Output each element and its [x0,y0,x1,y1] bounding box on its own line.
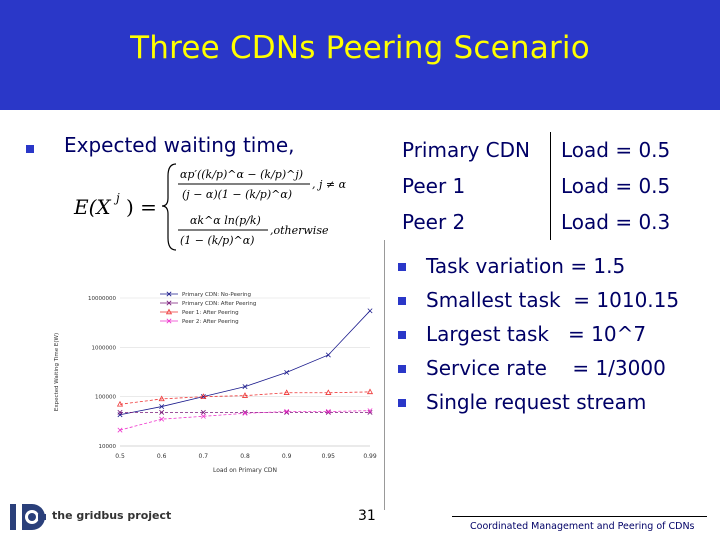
bullet-icon [26,145,34,153]
logo-text: the gridbus project [52,509,172,522]
load-table: Primary CDN Load = 0.5 Peer 1 Load = 0.5… [392,132,688,240]
cdn-name: Primary CDN [392,132,551,168]
formula-lhs-sup: j [113,191,120,205]
table-row: Peer 1 Load = 0.5 [392,168,688,204]
formula-brace [161,163,177,251]
waiting-time-chart: 10000000 1000000 100000 10000 0.5 0.6 0.7 0.8 0.… [54,291,377,474]
formula-lhs: E(X [73,195,111,219]
formula-case2-cond: ,otherwise [270,224,329,237]
data-point [117,409,123,415]
parameter-list: Task variation = 1.5 Smallest task = 101… [398,250,708,420]
param-text: Smallest task = 1010.15 [426,288,680,312]
data-point [283,389,290,395]
data-point [166,318,172,324]
formula-lhs-close: ) = [126,195,157,219]
data-point [200,409,206,415]
param-text: Largest task = 10^7 [426,322,647,346]
param-text: Task variation = 1.5 [426,254,626,278]
x-tick-label: 0.6 [157,453,167,460]
table-row: Primary CDN Load = 0.5 [392,132,688,168]
param-text: Service rate = 1/3000 [426,356,666,380]
list-item: Task variation = 1.5 [398,250,708,284]
page-number: 31 [358,508,376,524]
data-point [159,404,165,410]
data-point [367,408,373,414]
data-point [159,409,165,415]
data-point [116,400,124,407]
data-point [165,308,173,315]
formula-case2-num: αk^α ln(p/k) [190,214,261,227]
y-tick-label: 1000000 [92,345,117,351]
list-item: Service rate = 1/3000 [398,352,708,386]
legend-label: Peer 1: After Peering [182,310,239,316]
slide-title: Three CDNs Peering Scenario [130,30,590,66]
data-point [200,393,207,399]
data-point [166,300,172,306]
x-tick-label: 0.8 [240,453,250,460]
legend-label: Primary CDN: After Peering [182,301,256,307]
bullet-icon [398,331,406,339]
cdn-name: Peer 2 [392,204,551,240]
data-point [325,389,332,395]
data-point [284,369,290,375]
formula-case1-cond: , j ≠ α [312,178,347,191]
data-point [117,412,123,418]
y-axis-label: Expected Waiting Time E(W) [54,333,60,411]
series-line [119,391,371,405]
data-point [159,416,165,422]
data-point [284,409,290,414]
data-point [242,409,248,415]
formula-case2-den: (1 − (k/p)^α) [180,234,254,247]
formula-case1-num: αp′((k/p)^α − (k/p)^j) [180,168,303,181]
title-band [0,0,720,110]
data-point [117,427,123,433]
x-axis-label: Load on Primary CDN [213,467,277,474]
cdn-load: Load = 0.5 [550,132,688,168]
bullet-icon [398,365,406,373]
gridbus-logo [10,504,46,530]
bullet-icon [398,297,406,305]
x-tick-label: 0.95 [322,453,336,460]
waiting-time-formula: E(X j ) = αp′((k/p)^α − (k/p)^j) (j − α)… [73,163,347,251]
legend-label: Peer 2: After Peering [182,319,239,325]
vertical-divider [384,240,385,510]
y-tick-label: 100000 [95,395,116,401]
param-text: Single request stream [426,390,647,414]
data-point [158,395,165,402]
list-item: Smallest task = 1010.15 [398,284,708,318]
y-tick-label: 10000000 [88,296,116,302]
y-tick-label: 10000 [99,444,117,450]
list-item: Single request stream [398,386,708,420]
footer-rule [452,516,707,517]
data-point [241,392,249,398]
cdn-load: Load = 0.5 [550,168,688,204]
data-point [367,308,373,314]
data-point [366,388,374,395]
bullet-icon [398,399,406,407]
bullet-icon [398,263,406,271]
table-row: Peer 2 Load = 0.3 [392,204,688,240]
lead-text: Expected waiting time, [64,133,295,157]
x-tick-label: 0.5 [115,453,125,460]
data-point [325,409,331,415]
data-point [242,384,248,390]
cdn-name: Peer 1 [392,168,551,204]
list-item: Largest task = 10^7 [398,318,708,352]
data-point [284,409,290,415]
formula-case1-den: (j − α)(1 − (k/p)^α) [182,188,292,201]
cdn-load: Load = 0.3 [550,204,688,240]
data-point [166,291,172,297]
data-point [200,413,206,419]
footer-text: Coordinated Management and Peering of CD… [470,521,695,532]
x-tick-label: 0.99 [363,453,377,460]
x-tick-label: 0.9 [282,453,292,460]
data-point [325,409,331,414]
data-point [242,410,248,416]
x-tick-label: 0.7 [199,453,209,460]
legend-label: Primary CDN: No-Peering [182,292,251,298]
data-point [325,352,331,358]
